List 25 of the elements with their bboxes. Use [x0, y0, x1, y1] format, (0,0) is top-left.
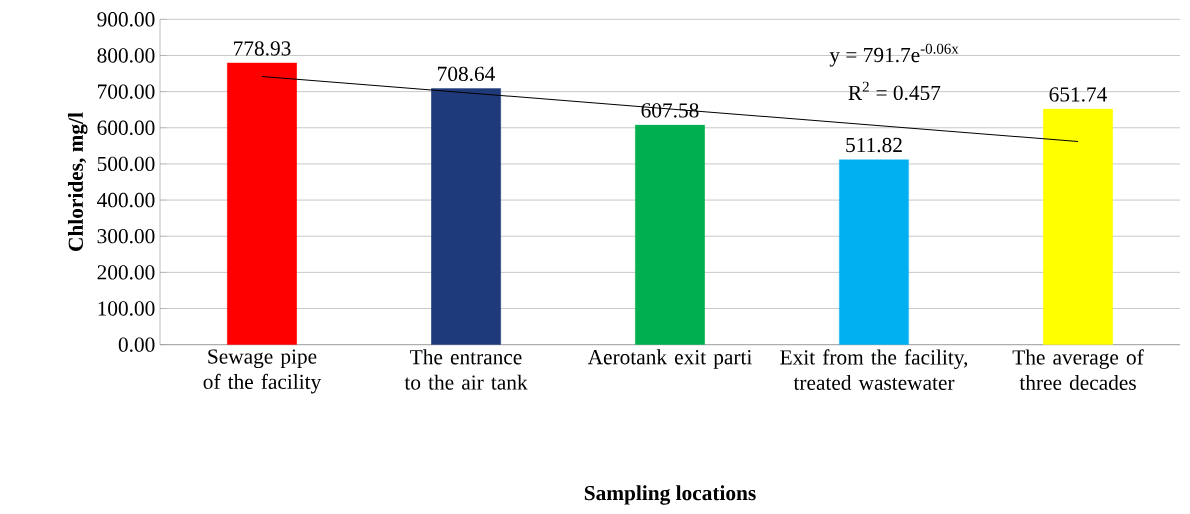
y-axis-title: Chlorides, mg/l	[67, 112, 88, 251]
y-tick-label: 700.00	[98, 84, 155, 99]
y-tick-label: 500.00	[97, 156, 155, 172]
x-tick-label: Sewage pipe of the facility	[203, 349, 322, 394]
y-tick-label: 100.00	[98, 301, 155, 316]
data-label: 651.74	[1049, 87, 1107, 102]
x-axis-title: Sampling locations	[584, 485, 756, 505]
y-tick-label: 400.00	[97, 192, 155, 208]
annotation: y = 791.7e$^{-0.06x}$	[829, 43, 959, 67]
data-label: 708.64	[438, 66, 495, 82]
y-tick-label: 200.00	[97, 265, 155, 280]
x-tick-label: Aerotank exit parti	[587, 349, 752, 369]
data-label: 778.93	[234, 41, 291, 56]
bar	[635, 124, 705, 345]
x-tick-label: Exit from the facility, treated wastewater	[780, 349, 968, 390]
x-tick-label: The average of three decades	[1012, 349, 1144, 390]
annotation: R$^{2}$ = 0.457	[848, 81, 941, 101]
bar	[1043, 108, 1113, 345]
data-label: 511.82	[846, 137, 902, 153]
y-tick-label: 800.00	[97, 48, 155, 63]
y-tick-label: 900.00	[97, 12, 155, 27]
y-tick-label: 0.00	[118, 337, 155, 352]
y-tick-label: 300.00	[97, 228, 155, 244]
y-tick-label: 600.00	[97, 120, 155, 136]
x-tick-label: The entrance to the air tank	[404, 349, 528, 390]
